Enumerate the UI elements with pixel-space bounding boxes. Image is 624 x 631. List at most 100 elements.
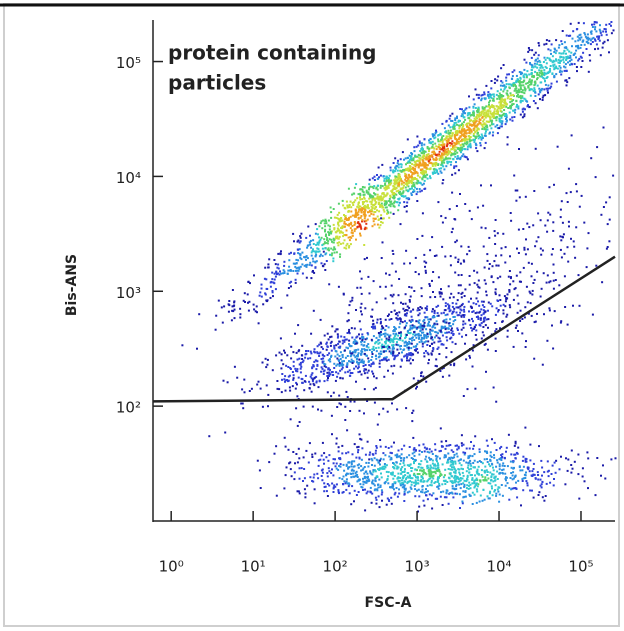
density-dot — [510, 105, 513, 108]
density-dot — [442, 326, 444, 329]
density-dot — [320, 262, 323, 265]
density-dot — [391, 372, 394, 375]
density-dot — [325, 490, 328, 493]
density-dot — [363, 466, 366, 468]
density-dot — [319, 238, 322, 241]
density-dot — [445, 119, 448, 122]
density-dot — [383, 177, 386, 180]
density-dot — [389, 180, 392, 183]
density-dot — [595, 21, 598, 24]
density-dot — [447, 444, 450, 447]
density-dot — [410, 310, 413, 313]
density-dot — [215, 314, 218, 317]
density-dot — [353, 327, 356, 330]
density-dot — [428, 448, 431, 451]
density-dot — [469, 324, 472, 326]
density-dot — [417, 479, 420, 482]
density-dot — [231, 309, 234, 312]
density-dot — [412, 185, 415, 188]
density-dot — [528, 470, 531, 473]
density-dot — [491, 106, 494, 108]
density-dot — [362, 365, 365, 367]
density-dot — [575, 183, 578, 186]
density-dot — [565, 192, 568, 195]
density-dot — [369, 195, 372, 198]
density-dot — [405, 309, 408, 311]
density-dot — [423, 161, 426, 164]
density-dot — [385, 464, 388, 467]
density-dot — [504, 300, 507, 303]
density-dot — [354, 208, 357, 211]
density-dot — [468, 447, 471, 450]
density-dot — [459, 135, 462, 138]
density-dot — [436, 460, 438, 463]
density-dot — [456, 444, 458, 447]
density-dot — [575, 45, 577, 48]
density-dot — [447, 157, 450, 160]
density-dot — [374, 342, 377, 345]
density-dot — [464, 148, 467, 151]
density-dot — [488, 497, 491, 500]
density-dot — [450, 161, 453, 163]
density-dot — [504, 113, 507, 115]
density-dot — [365, 481, 368, 484]
density-dot — [450, 463, 453, 466]
density-dot — [524, 346, 527, 348]
density-dot — [437, 332, 439, 335]
density-dot — [492, 93, 495, 96]
density-dot — [435, 168, 438, 171]
density-dot — [496, 478, 499, 480]
density-dot — [263, 277, 266, 280]
density-dot — [462, 496, 465, 499]
density-dot — [320, 409, 323, 412]
density-dot — [384, 285, 387, 288]
density-dot — [359, 234, 362, 237]
density-dot — [373, 457, 376, 460]
density-dot — [512, 94, 515, 97]
density-dot — [412, 181, 415, 184]
density-dot — [334, 355, 337, 358]
density-dot — [278, 388, 281, 391]
density-dot — [400, 453, 403, 456]
density-dot — [422, 170, 425, 172]
density-dot — [484, 450, 486, 453]
density-dot — [456, 329, 459, 331]
density-dot — [426, 480, 429, 483]
density-dot — [507, 83, 510, 86]
density-dot — [430, 472, 433, 475]
density-dot — [416, 469, 418, 472]
density-dot — [366, 349, 369, 352]
density-dot — [490, 485, 493, 488]
density-dot — [453, 487, 455, 490]
density-dot — [454, 131, 457, 134]
density-dot — [336, 336, 339, 339]
density-dot — [514, 83, 516, 86]
density-dot — [378, 195, 381, 198]
density-dot — [565, 70, 568, 72]
density-dot — [538, 59, 541, 62]
density-dot — [523, 76, 526, 79]
density-dot — [287, 375, 290, 378]
density-dot — [519, 76, 522, 79]
density-dot — [290, 280, 293, 283]
density-dot — [335, 235, 338, 238]
density-dot — [367, 192, 370, 195]
density-dot — [296, 269, 299, 272]
density-dot — [514, 453, 517, 456]
density-dot — [358, 333, 360, 336]
density-dot — [357, 466, 360, 469]
density-dot — [318, 236, 320, 239]
density-dot — [485, 130, 487, 133]
density-dot — [336, 375, 339, 378]
density-dot — [370, 201, 373, 203]
density-dot — [465, 470, 468, 473]
density-dot — [515, 274, 518, 277]
density-dot — [580, 44, 583, 46]
density-dot — [468, 122, 471, 125]
density-dot — [476, 114, 479, 117]
density-dot — [437, 479, 440, 482]
density-dot — [403, 168, 406, 171]
density-dot — [495, 465, 498, 468]
density-dot — [491, 494, 494, 497]
density-dot — [361, 209, 364, 211]
